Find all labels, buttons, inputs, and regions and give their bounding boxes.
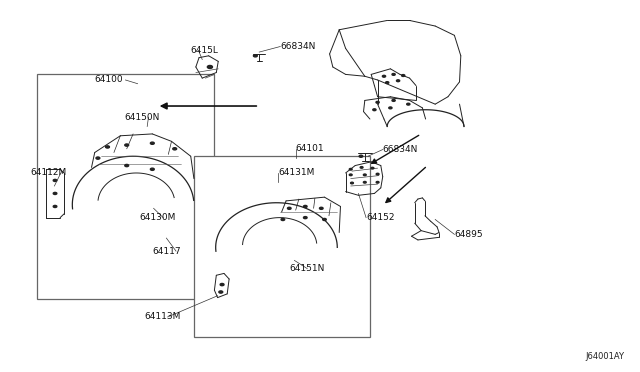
Circle shape	[96, 157, 100, 159]
Circle shape	[323, 218, 326, 221]
Circle shape	[364, 174, 366, 176]
Circle shape	[53, 192, 57, 195]
Circle shape	[220, 283, 224, 286]
Circle shape	[106, 146, 109, 148]
Circle shape	[349, 174, 352, 176]
Text: 64151N: 64151N	[289, 264, 324, 273]
Circle shape	[207, 65, 212, 68]
Circle shape	[376, 173, 379, 175]
Text: 64117: 64117	[152, 247, 181, 256]
Circle shape	[303, 217, 307, 219]
Bar	[37, 74, 214, 299]
Circle shape	[376, 101, 380, 103]
Circle shape	[383, 75, 385, 77]
Text: 64101: 64101	[296, 144, 324, 153]
Circle shape	[396, 80, 399, 81]
Text: 64112M: 64112M	[31, 169, 67, 177]
Circle shape	[253, 55, 257, 57]
Circle shape	[392, 73, 396, 75]
Circle shape	[53, 205, 57, 208]
Circle shape	[287, 207, 291, 209]
Text: 64150N: 64150N	[125, 113, 160, 122]
Text: 64100: 64100	[95, 76, 124, 84]
Circle shape	[359, 155, 363, 157]
Text: 66834N: 66834N	[383, 145, 418, 154]
Circle shape	[385, 81, 389, 83]
Circle shape	[376, 182, 379, 183]
Bar	[194, 156, 370, 337]
Circle shape	[371, 167, 374, 169]
Text: 64895: 64895	[454, 230, 483, 239]
Circle shape	[303, 205, 307, 208]
Circle shape	[349, 169, 352, 170]
Circle shape	[219, 291, 223, 293]
Circle shape	[360, 167, 363, 168]
Circle shape	[125, 164, 129, 167]
Circle shape	[319, 207, 323, 209]
Circle shape	[150, 168, 154, 170]
Circle shape	[150, 142, 154, 144]
Circle shape	[364, 182, 366, 183]
Text: 64113M: 64113M	[144, 312, 180, 321]
Circle shape	[281, 218, 285, 221]
Text: 64152: 64152	[366, 213, 395, 222]
Circle shape	[402, 74, 405, 76]
Circle shape	[372, 109, 376, 111]
Text: 66834N: 66834N	[280, 42, 316, 51]
Circle shape	[53, 179, 57, 182]
Circle shape	[392, 99, 396, 101]
Text: 6415L: 6415L	[191, 46, 219, 55]
Text: 64131M: 64131M	[278, 169, 315, 177]
Circle shape	[388, 107, 392, 109]
Text: J64001AY: J64001AY	[585, 352, 624, 361]
Circle shape	[351, 182, 353, 184]
Circle shape	[125, 144, 129, 146]
Text: 64130M: 64130M	[140, 213, 176, 222]
Circle shape	[173, 148, 177, 150]
Circle shape	[407, 103, 410, 105]
